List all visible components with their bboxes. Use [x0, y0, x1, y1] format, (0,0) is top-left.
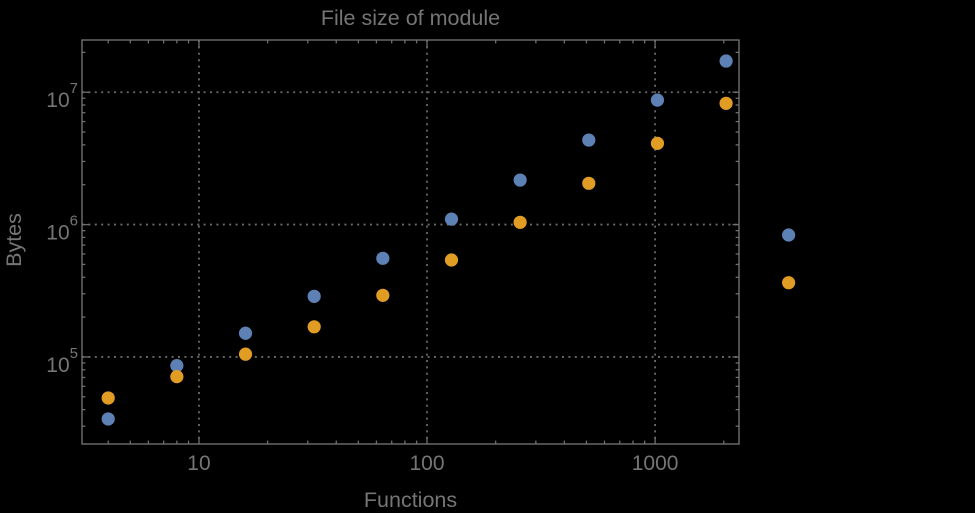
- data-point-blue: [170, 359, 184, 373]
- data-point-blue: [238, 326, 253, 340]
- data-point-orange: [307, 320, 321, 334]
- data-point-blue: [513, 173, 527, 187]
- data-point-orange: [650, 136, 665, 150]
- data-point-orange: [444, 253, 459, 267]
- data-point-blue: [307, 289, 321, 303]
- data-point-orange: [101, 391, 115, 405]
- data-point-blue: [101, 412, 115, 426]
- data-point-orange: [719, 96, 733, 110]
- data-point-blue: [444, 212, 459, 226]
- y-tick-label: 105: [46, 345, 78, 377]
- data-point-orange: [376, 288, 390, 302]
- data-point-orange: [782, 276, 796, 290]
- chart-title: File size of module: [320, 6, 501, 30]
- data-point-orange: [582, 176, 596, 190]
- data-point-blue: [376, 251, 390, 265]
- x-tick-label: 100: [410, 452, 445, 475]
- x-axis-label: Functions: [363, 488, 458, 512]
- plot-frame: [81, 39, 740, 445]
- data-point-orange: [513, 215, 527, 229]
- data-point-blue: [582, 133, 596, 147]
- data-point-blue: [650, 93, 665, 107]
- data-point-orange: [170, 370, 184, 384]
- x-tick-label: 10: [187, 452, 210, 475]
- y-tick-label: 106: [46, 213, 78, 245]
- data-point-blue: [719, 54, 733, 68]
- x-tick-label: 1000: [632, 452, 679, 475]
- y-tick-label: 107: [46, 80, 78, 112]
- data-point-orange: [238, 347, 253, 361]
- data-point-blue: [782, 228, 796, 242]
